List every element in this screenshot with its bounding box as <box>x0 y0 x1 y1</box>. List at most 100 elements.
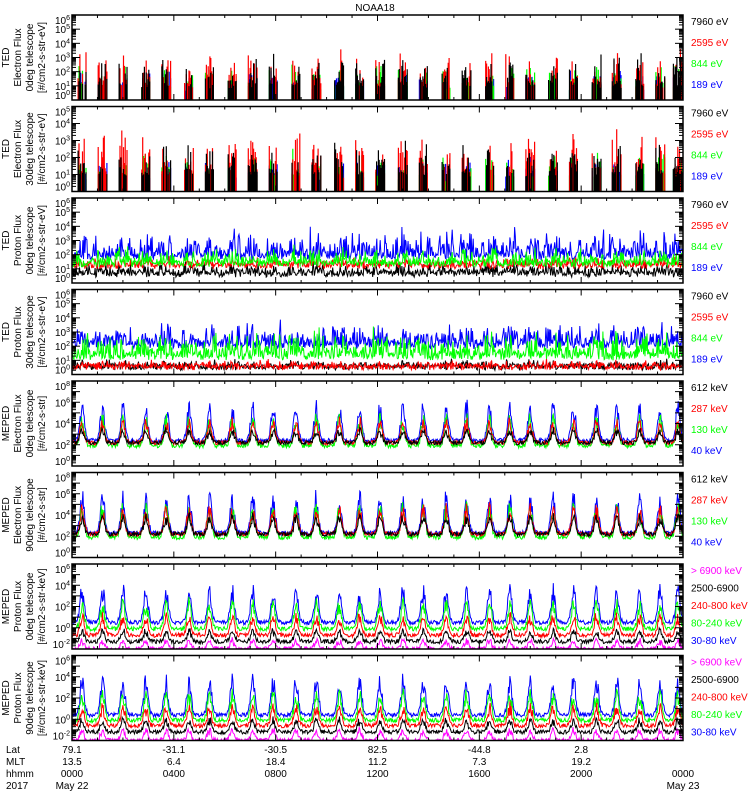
tick-base: 10 <box>55 490 67 501</box>
series-2595-eV <box>72 358 683 372</box>
y-tick-label: 102 <box>55 153 70 165</box>
series-612-keV <box>72 512 683 538</box>
panel-data <box>72 319 683 373</box>
legend-entry: 7960 eV <box>691 17 729 28</box>
tick-exponent: 0 <box>66 714 70 721</box>
y-axis-label-line: [#/cm2-s-str-eV] <box>37 205 48 276</box>
y-tick-label: 105 <box>55 107 70 119</box>
tick-exponent: 4 <box>66 580 70 587</box>
y-axis-label-line: Electron Flux <box>13 394 24 452</box>
panel-data <box>72 489 683 542</box>
legend-entry: 240-800 keV <box>691 601 748 612</box>
y-axis-label-line: [#/cm2-s-str-eV] <box>37 22 48 93</box>
y-axis-label-line: 90deg telescope <box>25 478 36 552</box>
x-axis-hhmm-label: 0000 <box>61 769 84 780</box>
y-tick-label: 102 <box>55 531 70 543</box>
y-axis-label-line: Electron Flux <box>13 28 24 86</box>
x-axis-lat-label: -30.5 <box>264 745 287 756</box>
y-tick-label: 104 <box>55 580 70 592</box>
y-axis-label-line: Proton Flux <box>13 306 24 357</box>
tick-base: 10 <box>55 108 67 119</box>
x-axis-mlt-label: 6.4 <box>167 757 181 768</box>
tick-base: 10 <box>55 366 67 377</box>
tick-base: 10 <box>55 25 67 36</box>
y-tick-label: 104 <box>55 313 70 325</box>
series-80-240-keV <box>72 596 683 633</box>
legend-entry: 844 eV <box>691 334 723 345</box>
tick-exponent: 3 <box>66 136 70 143</box>
y-tick-label: 104 <box>55 510 70 522</box>
tick-base: 10 <box>55 120 67 131</box>
legend-entry: 2500-6900 <box>691 675 739 686</box>
tick-base: 10 <box>55 208 67 219</box>
legend-entry: 2595 eV <box>691 221 729 232</box>
series-2500-6900 <box>72 626 683 646</box>
tick-base: 10 <box>55 565 67 576</box>
x-axis-row-label: hhmm <box>6 769 34 780</box>
tick-base: 10 <box>55 328 67 339</box>
tick-base: 10 <box>55 342 67 353</box>
tick-exponent: 1 <box>66 81 70 88</box>
y-tick-label: 105 <box>55 299 70 311</box>
tick-base: 10 <box>55 137 67 148</box>
tick-base: 10 <box>55 673 67 684</box>
legend-entry: 30-80 keV <box>691 728 737 739</box>
y-axis-label-line: 30deg telescope <box>25 112 36 186</box>
series-844-eV <box>72 326 683 362</box>
tick-base: 10 <box>55 39 67 50</box>
chart-title: NOAA18 <box>355 3 395 14</box>
y-tick-label: 106 <box>55 198 70 210</box>
tick-exponent: 4 <box>66 419 70 426</box>
x-axis-row-label: Lat <box>6 745 20 756</box>
tick-base: 10 <box>55 603 67 614</box>
y-tick-label: 102 <box>55 693 70 705</box>
legend-entry: 2595 eV <box>691 38 729 49</box>
x-axis-hhmm-label: 1600 <box>468 769 491 780</box>
y-tick-label: 101 <box>55 81 70 93</box>
legend-entry: 7960 eV <box>691 200 729 211</box>
y-axis-label-line: [#/cm2-s-str-eV] <box>37 113 48 184</box>
tick-base: 10 <box>55 171 67 182</box>
y-tick-label: 106 <box>55 15 70 27</box>
panel-data <box>77 49 683 100</box>
y-tick-label: 100 <box>55 623 70 635</box>
x-axis-mlt-label: 11.2 <box>368 757 387 768</box>
y-tick-label: 100 <box>55 456 70 468</box>
tick-exponent: 3 <box>66 236 70 243</box>
tick-base: 10 <box>55 356 67 367</box>
tick-exponent: 0 <box>66 273 70 280</box>
y-axis-label-line: MEPED <box>1 589 12 625</box>
series-30-80-keV <box>72 673 683 719</box>
legend-entry: 287 keV <box>691 404 728 415</box>
legend-entry: 7960 eV <box>691 109 729 120</box>
y-axis-label-line: [#/cm2-s-str-eV] <box>37 296 48 367</box>
tick-base: 10 <box>55 549 67 560</box>
tick-exponent: 0 <box>66 623 70 630</box>
series-7960-eV <box>72 260 683 279</box>
legend-entry: 612 keV <box>691 383 728 394</box>
y-axis-label-line: MEPED <box>1 497 12 533</box>
tick-base: 10 <box>53 732 65 743</box>
x-axis-hhmm-label: 0000 <box>672 769 695 780</box>
legend-entry: 844 eV <box>691 151 723 162</box>
x-axis-row-label: 2017 <box>6 781 29 792</box>
tick-exponent: 5 <box>66 24 70 31</box>
tick-exponent: 6 <box>66 290 70 297</box>
tick-base: 10 <box>55 68 67 79</box>
tick-exponent: 5 <box>66 107 70 114</box>
y-axis-label-line: TED <box>1 48 12 68</box>
tick-base: 10 <box>55 511 67 522</box>
legend-entry: 189 eV <box>691 263 723 274</box>
x-axis-hhmm-label: 2000 <box>570 769 593 780</box>
y-axis-label-line: Proton Flux <box>13 672 24 723</box>
series-844-eV <box>72 244 683 269</box>
panel-data <box>77 129 683 192</box>
y-tick-label: 101 <box>55 264 70 276</box>
